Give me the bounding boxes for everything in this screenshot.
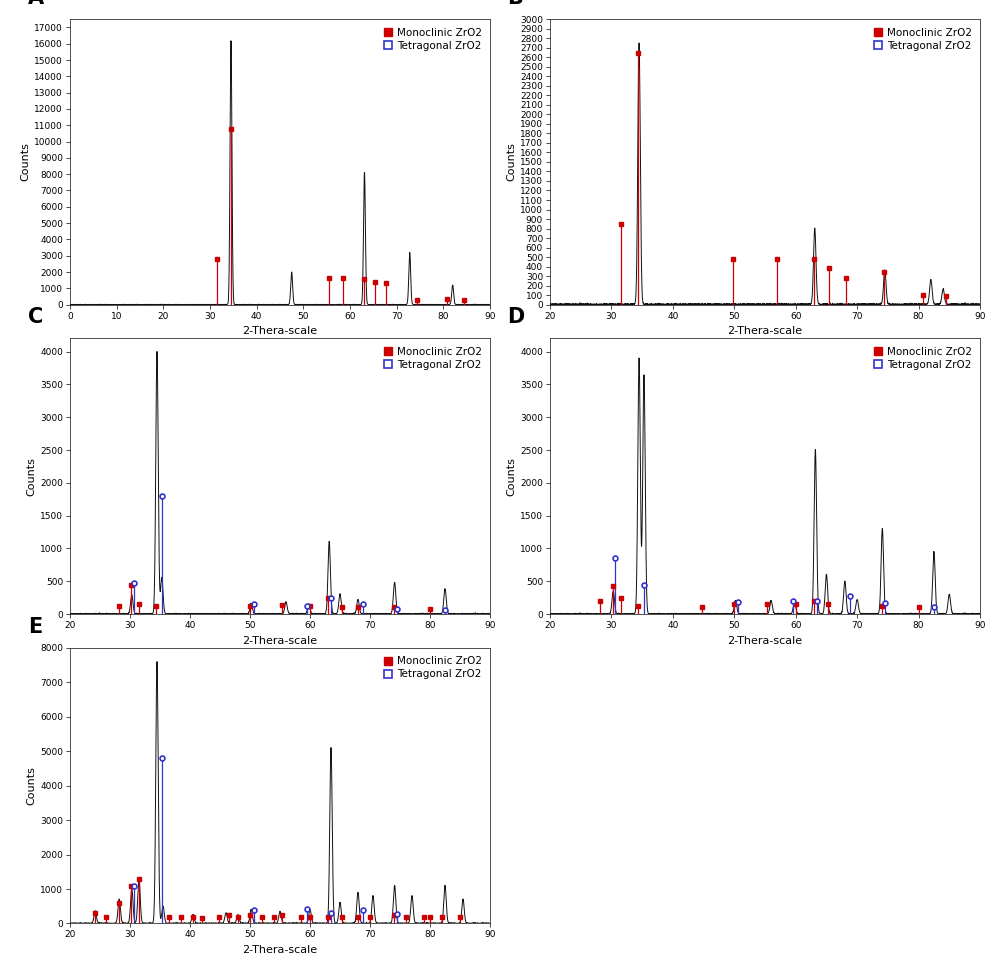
Y-axis label: Counts: Counts	[506, 142, 516, 182]
Legend: Monoclinic ZrO2, Tetragonal ZrO2: Monoclinic ZrO2, Tetragonal ZrO2	[871, 343, 975, 373]
Text: E: E	[28, 617, 42, 637]
Legend: Monoclinic ZrO2, Tetragonal ZrO2: Monoclinic ZrO2, Tetragonal ZrO2	[871, 24, 975, 54]
Y-axis label: Counts: Counts	[506, 456, 516, 496]
X-axis label: 2-Thera-scale: 2-Thera-scale	[242, 326, 318, 337]
X-axis label: 2-Thera-scale: 2-Thera-scale	[242, 635, 318, 646]
Legend: Monoclinic ZrO2, Tetragonal ZrO2: Monoclinic ZrO2, Tetragonal ZrO2	[381, 24, 485, 54]
Y-axis label: Counts: Counts	[26, 456, 36, 496]
Text: C: C	[28, 308, 43, 328]
Y-axis label: Counts: Counts	[20, 142, 30, 182]
Legend: Monoclinic ZrO2, Tetragonal ZrO2: Monoclinic ZrO2, Tetragonal ZrO2	[381, 343, 485, 373]
Text: B: B	[507, 0, 523, 8]
Text: A: A	[28, 0, 44, 8]
X-axis label: 2-Thera-scale: 2-Thera-scale	[242, 945, 318, 955]
Text: D: D	[507, 308, 524, 328]
Y-axis label: Counts: Counts	[26, 766, 36, 806]
Legend: Monoclinic ZrO2, Tetragonal ZrO2: Monoclinic ZrO2, Tetragonal ZrO2	[381, 653, 485, 683]
X-axis label: 2-Thera-scale: 2-Thera-scale	[727, 326, 803, 337]
X-axis label: 2-Thera-scale: 2-Thera-scale	[727, 635, 803, 646]
